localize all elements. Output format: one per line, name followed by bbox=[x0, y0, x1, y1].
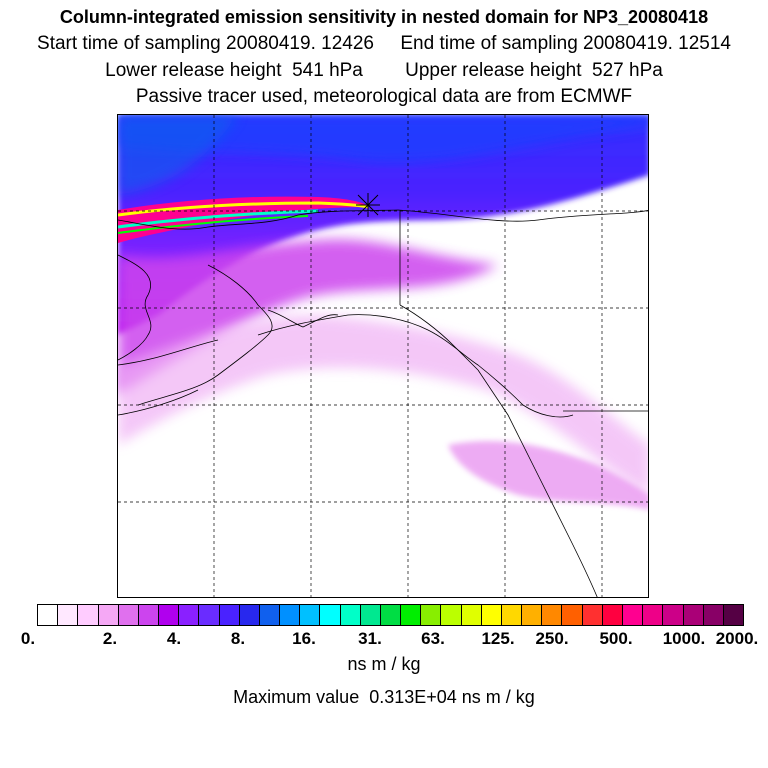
color-scale-cell bbox=[259, 605, 281, 625]
color-scale-cell bbox=[522, 605, 543, 625]
color-scale-cell bbox=[602, 605, 623, 625]
color-scale-cell bbox=[219, 605, 240, 625]
color-scale-bar bbox=[37, 604, 744, 626]
color-scale-cell bbox=[199, 605, 220, 625]
color-scale-cell bbox=[663, 605, 684, 625]
color-scale-cell bbox=[643, 605, 664, 625]
color-scale-label: 500. bbox=[599, 629, 633, 648]
color-scale-cell bbox=[280, 605, 301, 625]
color-scale-label: 16. bbox=[292, 629, 316, 648]
color-scale-cell bbox=[441, 605, 462, 625]
color-scale-label: 1000. bbox=[662, 629, 706, 648]
coastlines bbox=[118, 209, 648, 597]
graticule bbox=[118, 115, 648, 597]
color-scale-cell bbox=[703, 605, 724, 625]
sampling-time-line: Start time of sampling 20080419. 12426 E… bbox=[37, 33, 731, 54]
color-scale-label: 125. bbox=[481, 629, 515, 648]
color-scale-cell bbox=[622, 605, 644, 625]
release-height-line: Lower release height 541 hPa Upper relea… bbox=[105, 60, 663, 81]
color-scale-cell bbox=[723, 605, 744, 625]
color-scale-labels: 0. 2. 4. 8. 16. 31. 63. 125. 250. 500. 1000. 2000. bbox=[0, 629, 768, 649]
color-scale-label: 31. bbox=[358, 629, 382, 648]
tracer-info-line: Passive tracer used, meteorological data… bbox=[135, 86, 633, 107]
color-scale-label: 4. bbox=[166, 629, 182, 648]
color-scale-label: 2. bbox=[102, 629, 118, 648]
plot-title: Column-integrated emission sensitivity i… bbox=[59, 7, 709, 27]
color-scale-cell bbox=[300, 605, 321, 625]
color-scale-cell bbox=[58, 605, 79, 625]
color-scale-label: 63. bbox=[421, 629, 445, 648]
color-scale-cell bbox=[239, 605, 260, 625]
color-scale-cell bbox=[118, 605, 139, 625]
color-scale-cell bbox=[179, 605, 200, 625]
color-scale-label: 2000. bbox=[715, 629, 759, 648]
color-scale-cell bbox=[320, 605, 341, 625]
color-scale-cell bbox=[501, 605, 523, 625]
color-scale-cell bbox=[380, 605, 402, 625]
color-scale-cell bbox=[98, 605, 119, 625]
color-scale-cell bbox=[461, 605, 482, 625]
color-scale-label: 0. bbox=[20, 629, 36, 648]
color-scale-units: ns m / kg bbox=[347, 654, 421, 674]
color-scale-cell bbox=[340, 605, 361, 625]
color-scale-cell bbox=[360, 605, 381, 625]
color-scale-cell bbox=[683, 605, 704, 625]
color-scale-cell bbox=[562, 605, 583, 625]
color-scale-cell bbox=[401, 605, 422, 625]
maximum-value-note: Maximum value 0.313E+04 ns m / kg bbox=[233, 687, 535, 707]
map-panel bbox=[117, 114, 649, 598]
color-scale-cell bbox=[421, 605, 442, 625]
color-scale-cell bbox=[138, 605, 160, 625]
color-scale-label: 8. bbox=[230, 629, 246, 648]
color-scale-cell bbox=[481, 605, 502, 625]
color-scale-cell bbox=[38, 605, 59, 625]
release-point-star-icon bbox=[356, 193, 380, 217]
color-scale-cell bbox=[78, 605, 99, 625]
sensitivity-map bbox=[118, 115, 648, 597]
sensitivity-field bbox=[118, 115, 648, 510]
color-scale-cell bbox=[582, 605, 603, 625]
color-scale-cell bbox=[542, 605, 563, 625]
color-scale-cell bbox=[159, 605, 180, 625]
color-scale-label: 250. bbox=[535, 629, 569, 648]
